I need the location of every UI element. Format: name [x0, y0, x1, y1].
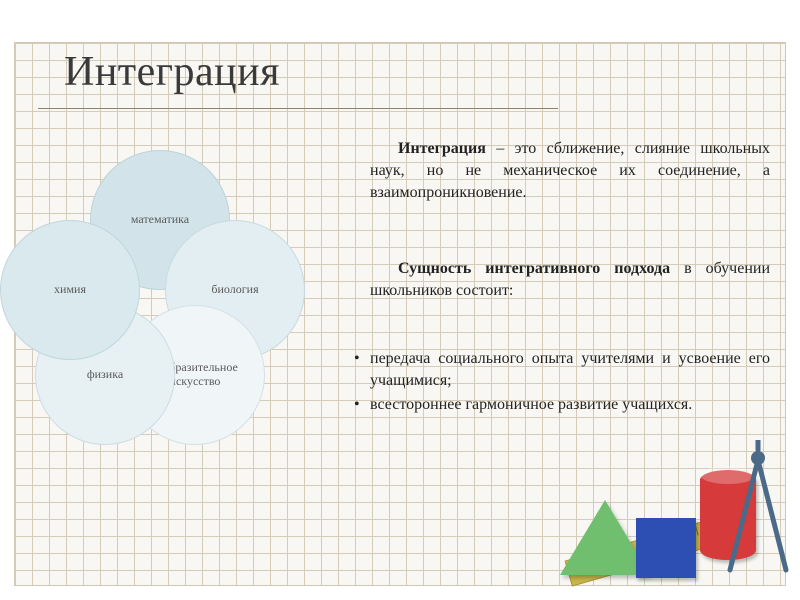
compass-icon	[720, 440, 800, 590]
venn-diagram: математикабиологияизобразительное искусс…	[10, 160, 340, 470]
para2-lead: Сущность интегративного подхода	[398, 260, 670, 277]
paragraph-definition: Интеграция – это сближение, слияние школ…	[370, 138, 770, 204]
bullet-item: всестороннее гармоничное развитие учащих…	[350, 394, 770, 416]
paragraph-essence: Сущность интегративного подхода в обучен…	[370, 258, 770, 302]
venn-circle: химия	[0, 220, 140, 360]
bullet-item: передача социального опыта учителями и у…	[350, 348, 770, 392]
para1-lead: Интеграция	[398, 140, 486, 157]
slide-title: Интеграция	[64, 48, 280, 96]
slide: Интеграция математикабиологияизобразител…	[0, 0, 800, 600]
bullet-list: передача социального опыта учителями и у…	[350, 348, 770, 418]
cube-icon	[636, 518, 696, 578]
title-underline	[38, 108, 558, 109]
